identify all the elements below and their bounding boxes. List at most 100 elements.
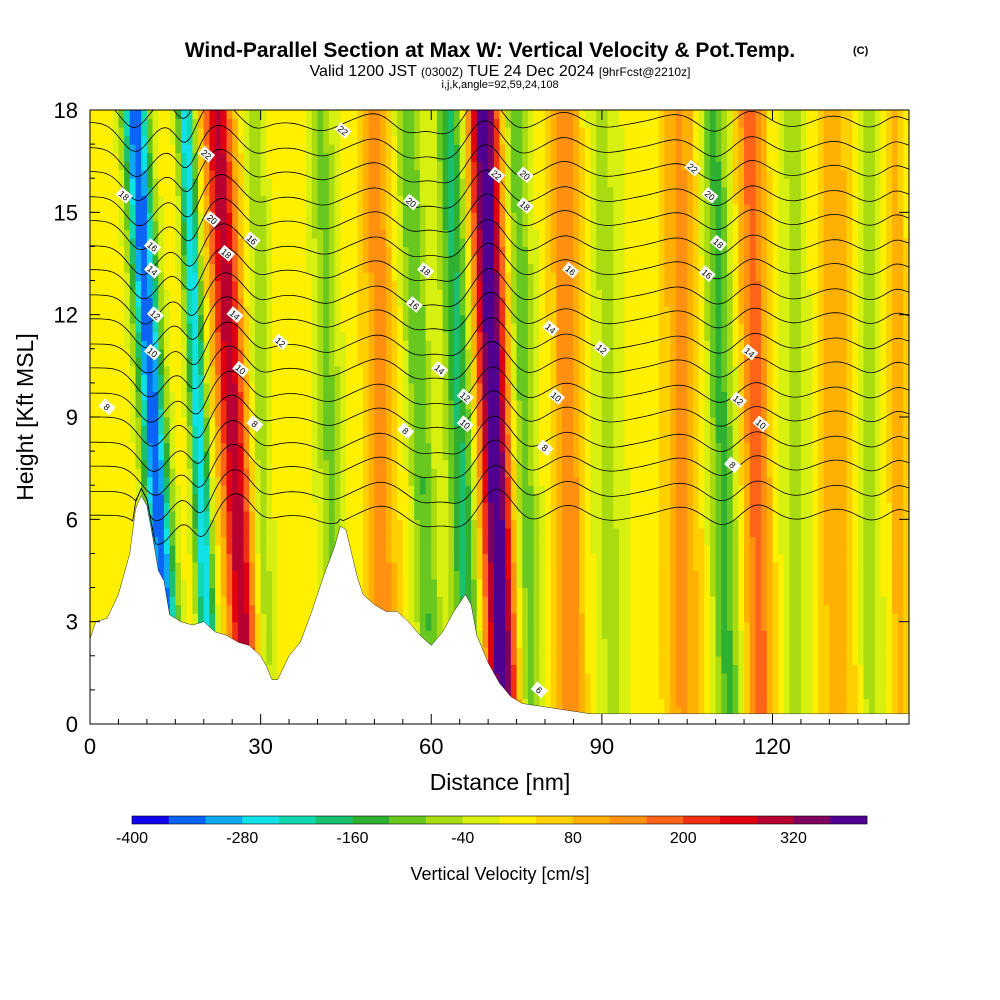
w-cell — [886, 536, 893, 546]
w-cell — [175, 553, 182, 563]
w-cell — [641, 451, 648, 461]
w-cell — [363, 587, 370, 597]
w-cell — [112, 476, 120, 486]
w-cell — [340, 434, 347, 444]
w-cell — [874, 596, 882, 606]
w-cell — [670, 596, 677, 606]
w-cell — [835, 672, 842, 682]
w-cell — [158, 519, 165, 529]
w-cell — [823, 664, 830, 674]
w-cell — [653, 451, 660, 461]
w-cell — [732, 655, 739, 665]
w-cell — [90, 544, 97, 555]
w-cell — [835, 468, 842, 478]
w-cell — [778, 459, 785, 469]
w-cell — [675, 527, 683, 537]
w-cell — [681, 630, 688, 640]
w-cell — [886, 468, 893, 478]
w-cell — [897, 621, 904, 631]
w-cell — [249, 485, 256, 495]
w-cell — [857, 706, 865, 717]
w-cell — [613, 510, 620, 520]
w-cell — [829, 502, 836, 512]
w-cell — [732, 647, 739, 657]
w-cell — [129, 434, 137, 444]
w-cell — [380, 553, 387, 563]
w-cell — [607, 579, 614, 589]
w-cell — [493, 604, 501, 614]
w-cell — [459, 459, 466, 469]
w-cell — [744, 689, 751, 700]
w-cell — [704, 596, 711, 606]
w-cell — [385, 493, 393, 503]
w-cell — [124, 553, 131, 563]
w-cell — [874, 451, 882, 461]
w-cell — [721, 451, 728, 461]
w-cell — [476, 536, 484, 546]
w-cell — [209, 570, 216, 580]
w-cell — [675, 689, 683, 700]
w-cell — [277, 442, 284, 452]
w-cell — [454, 553, 461, 563]
w-cell — [778, 451, 785, 461]
w-cell — [431, 485, 438, 495]
w-cell — [749, 664, 757, 674]
w-cell — [607, 527, 614, 537]
w-cell — [846, 476, 853, 486]
w-cell — [198, 485, 205, 495]
w-cell — [653, 681, 660, 691]
w-cell — [766, 553, 774, 563]
w-cell — [482, 561, 489, 572]
w-cell — [277, 434, 284, 444]
w-cell — [687, 476, 694, 486]
w-cell — [510, 604, 518, 614]
w-cell — [624, 510, 631, 520]
w-cell — [607, 519, 614, 529]
w-cell — [431, 613, 438, 623]
w-cell — [260, 587, 267, 597]
w-cell — [124, 527, 131, 537]
w-cell — [516, 527, 523, 537]
w-cell — [562, 519, 569, 529]
w-cell — [897, 587, 904, 597]
w-cell — [510, 664, 518, 674]
w-cell — [664, 536, 671, 546]
w-cell — [880, 493, 887, 503]
w-cell — [323, 476, 330, 486]
w-cell — [789, 544, 796, 555]
w-cell — [550, 689, 557, 700]
w-cell — [175, 544, 182, 555]
w-cell — [869, 655, 876, 665]
w-cell — [556, 468, 563, 478]
w-cell — [891, 570, 899, 580]
w-cell — [874, 468, 882, 478]
w-cell — [641, 502, 648, 512]
w-cell — [192, 519, 199, 529]
w-cell — [869, 630, 876, 640]
w-cell — [573, 655, 580, 665]
w-cell — [897, 630, 904, 640]
w-cell — [800, 527, 808, 537]
w-cell — [408, 613, 415, 623]
w-cell — [596, 519, 603, 529]
w-cell — [107, 459, 114, 469]
w-cell — [198, 519, 205, 529]
w-cell — [675, 681, 683, 691]
w-cell — [283, 459, 290, 469]
w-cell — [857, 493, 865, 503]
w-cell — [300, 468, 307, 478]
w-cell — [209, 519, 216, 529]
w-cell — [880, 553, 887, 563]
w-cell — [266, 596, 273, 606]
w-cell — [118, 510, 125, 520]
w-cell — [607, 485, 614, 495]
w-cell — [886, 655, 893, 665]
w-cell — [260, 502, 267, 512]
w-cell — [436, 451, 444, 461]
w-cell — [897, 527, 904, 537]
w-cell — [601, 570, 609, 580]
w-cell — [869, 570, 876, 580]
w-cell — [112, 434, 120, 444]
w-cell — [829, 638, 836, 648]
w-cell — [749, 442, 757, 452]
